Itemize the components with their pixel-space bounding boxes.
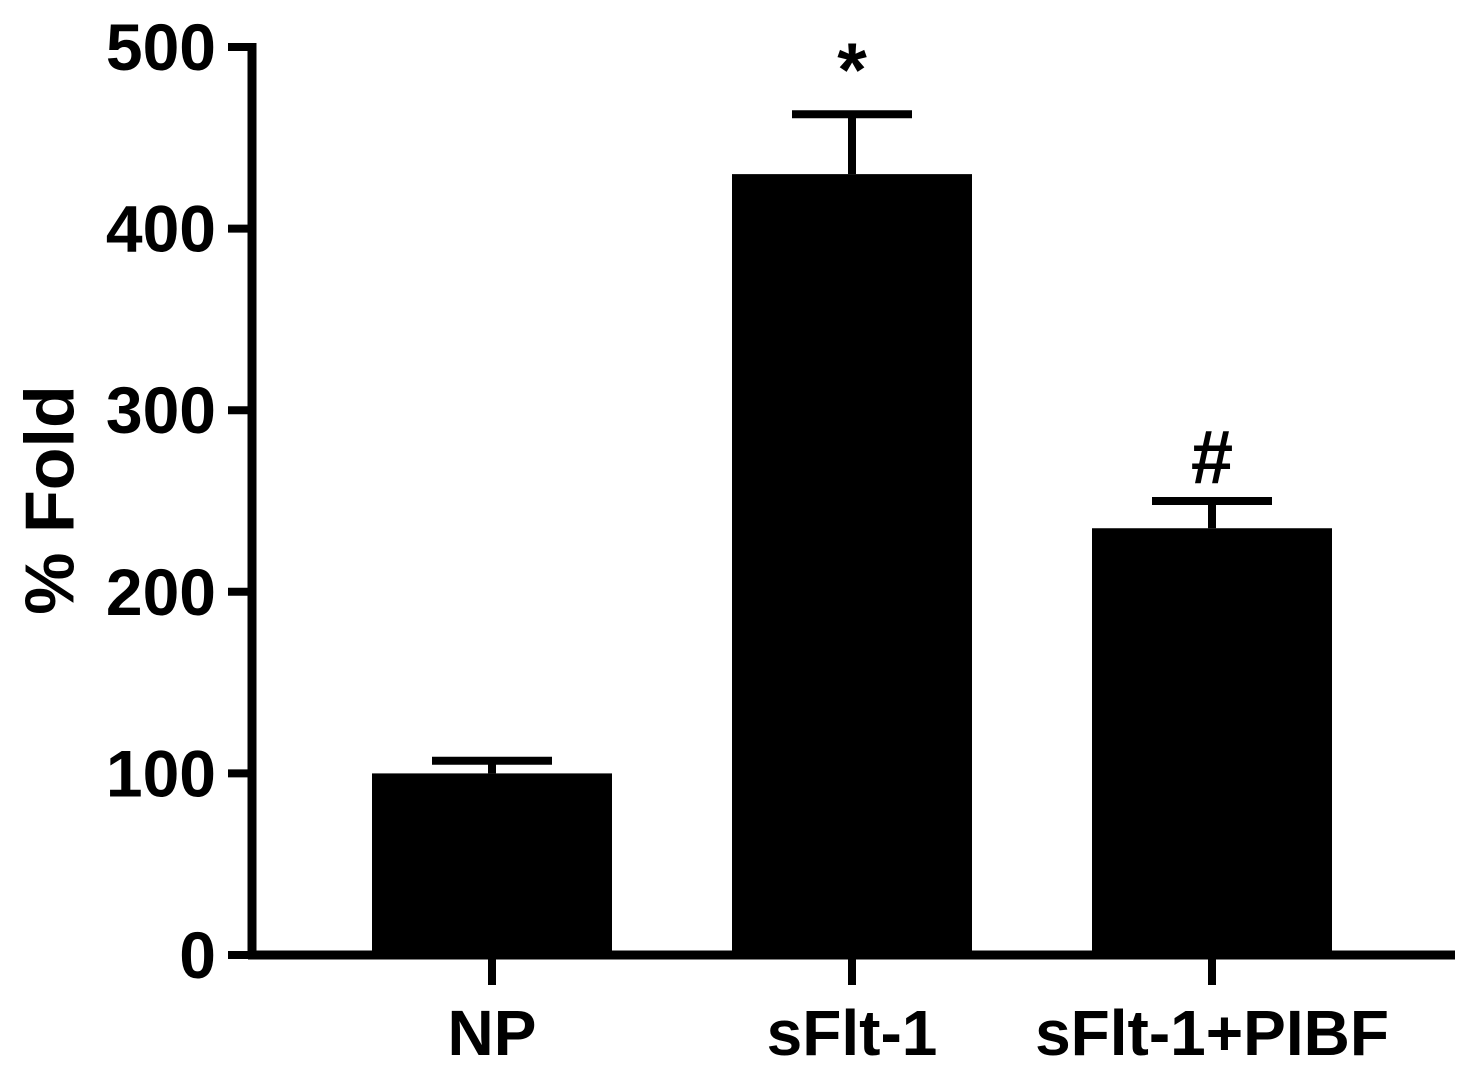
x-tick-label: NP (448, 997, 537, 1069)
y-tick-label: 300 (106, 373, 216, 447)
y-tick-label: 200 (106, 555, 216, 629)
significance-marker: # (1191, 415, 1233, 500)
error-bars (432, 110, 1272, 774)
x-tick-label: sFlt-1 (767, 997, 938, 1069)
y-tick-label: 0 (179, 918, 216, 992)
y-tick-label: 400 (106, 192, 216, 266)
x-tick-label: sFlt-1+PIBF (1035, 997, 1389, 1069)
y-axis-label: % Fold (10, 385, 88, 614)
annotations: *# (837, 28, 1233, 500)
bar (1092, 528, 1332, 955)
x-axis-ticks: NP sFlt-1 sFlt-1+PIBF (448, 955, 1389, 1069)
bar (372, 773, 612, 955)
bar (732, 174, 972, 955)
bars (372, 174, 1332, 955)
y-tick-label: 100 (106, 736, 216, 810)
significance-marker: * (837, 28, 867, 113)
y-tick-label: 500 (106, 10, 216, 84)
y-axis-ticks: 0 100 200 300 400 500 (106, 10, 252, 992)
